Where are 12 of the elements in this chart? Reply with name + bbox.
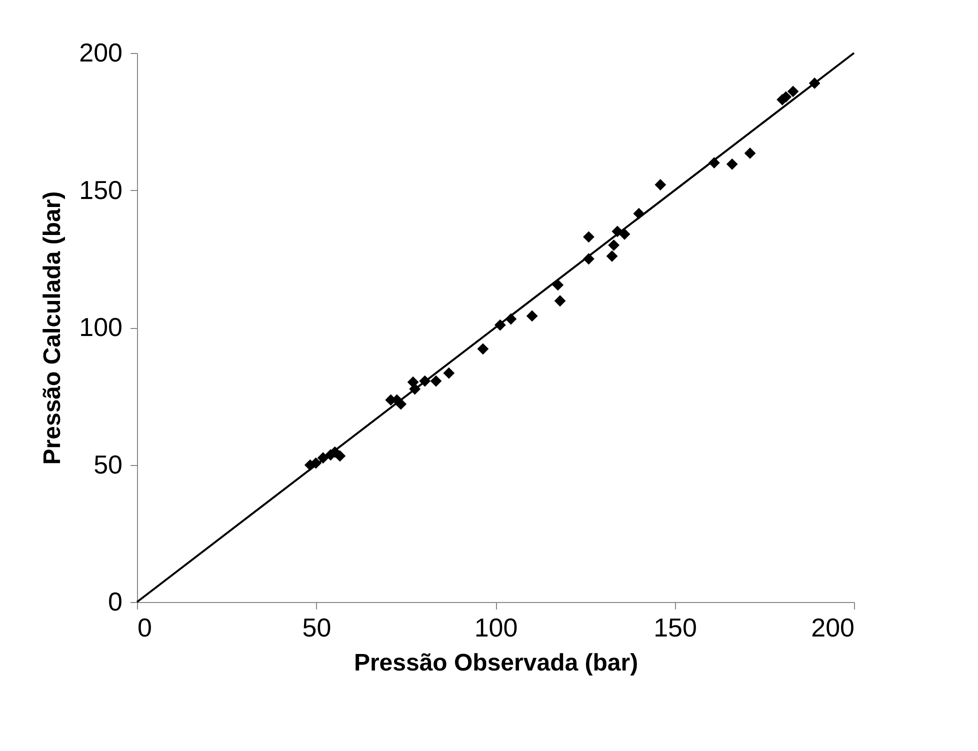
x-tick-label: 150 — [654, 612, 697, 642]
y-tick-label: 50 — [94, 449, 122, 480]
x-tick-label: 50 — [302, 612, 332, 642]
x-axis-title: Pressão Observada (bar) — [354, 650, 638, 676]
x-tick-label: 200 — [811, 612, 854, 642]
x-tick-label: 0 — [138, 612, 152, 642]
y-tick-label: 100 — [79, 312, 122, 342]
x-tick-label: 100 — [474, 612, 518, 642]
y-tick-label: 150 — [79, 174, 122, 205]
y-axis-title: Pressão Calculada (bar) — [39, 191, 66, 465]
y-tick-label: 200 — [79, 38, 122, 68]
y-tick-label: 0 — [108, 586, 122, 616]
